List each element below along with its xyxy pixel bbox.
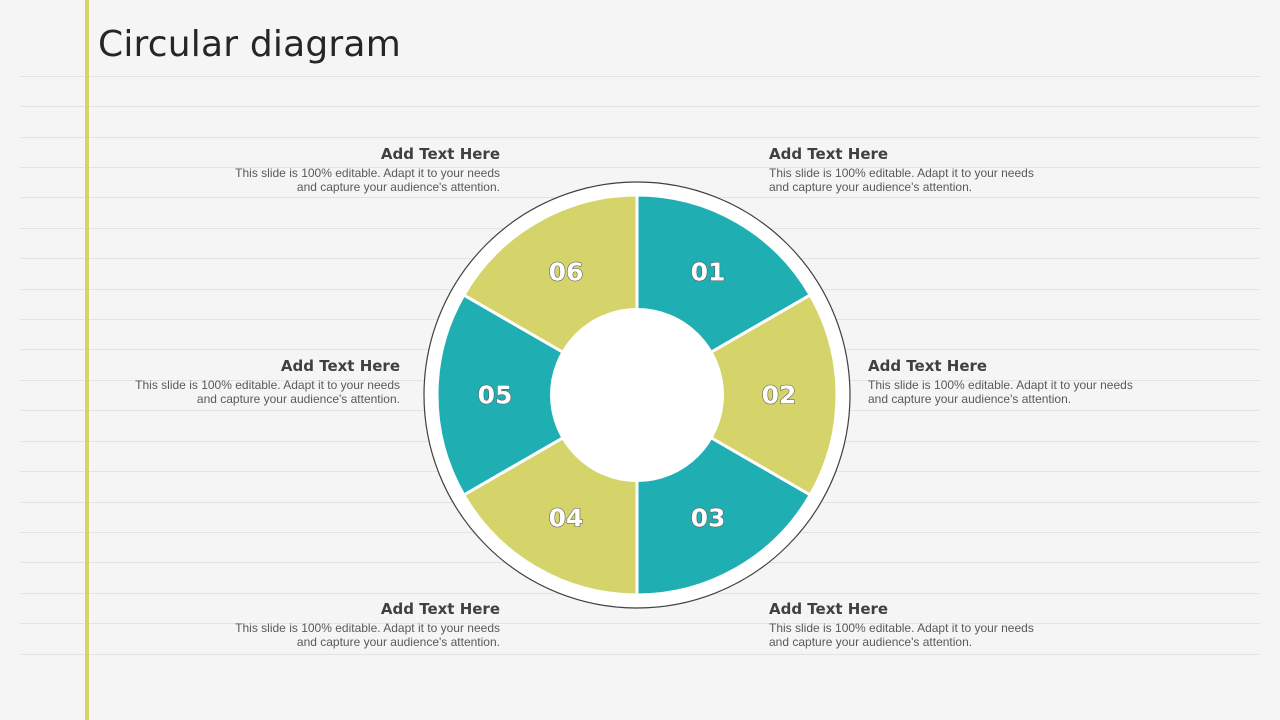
ruled-line [20, 106, 1260, 107]
text-box-line: This slide is 100% editable. Adapt it to… [135, 378, 400, 392]
segment-number-03: 03 [691, 503, 726, 532]
text-box-02: Add Text Here This slide is 100% editabl… [868, 357, 1188, 406]
text-box-05: Add Text Here This slide is 100% editabl… [80, 357, 400, 406]
text-box-heading: Add Text Here [769, 600, 889, 618]
text-box-01: Add Text Here This slide is 100% editabl… [769, 145, 1089, 194]
text-box-line: This slide is 100% editable. Adapt it to… [235, 166, 500, 180]
segment-number-02: 02 [762, 381, 797, 410]
ruled-line [20, 623, 1260, 624]
text-box-line: This slide is 100% editable. Adapt it to… [769, 621, 1034, 635]
text-box-03: Add Text Here This slide is 100% editabl… [769, 600, 1089, 649]
text-box-heading: Add Text Here [280, 357, 400, 375]
text-box-body: This slide is 100% editable. Adapt it to… [769, 621, 1089, 649]
segment-number-05: 05 [478, 381, 513, 410]
text-box-body: This slide is 100% editable. Adapt it to… [769, 166, 1089, 194]
page-title: Circular diagram [98, 24, 401, 65]
segment-number-04: 04 [549, 503, 584, 532]
text-box-line: This slide is 100% editable. Adapt it to… [868, 378, 1133, 392]
segment-number-01: 01 [691, 258, 726, 287]
text-box-line: This slide is 100% editable. Adapt it to… [769, 166, 1034, 180]
text-box-body: This slide is 100% editable. Adapt it to… [180, 166, 500, 194]
text-box-body: This slide is 100% editable. Adapt it to… [868, 378, 1188, 406]
ruled-line [20, 76, 1260, 77]
text-box-line: and capture your audience's attention. [296, 180, 500, 194]
text-box-line: This slide is 100% editable. Adapt it to… [235, 621, 500, 635]
text-box-body: This slide is 100% editable. Adapt it to… [80, 378, 400, 406]
text-box-body: This slide is 100% editable. Adapt it to… [180, 621, 500, 649]
text-box-line: and capture your audience's attention. [868, 392, 1072, 406]
text-box-heading: Add Text Here [380, 600, 500, 618]
ruled-line [20, 167, 1260, 168]
text-box-line: and capture your audience's attention. [769, 635, 973, 649]
ruled-line [20, 137, 1260, 138]
text-box-line: and capture your audience's attention. [196, 392, 400, 406]
text-box-06: Add Text Here This slide is 100% editabl… [180, 145, 500, 194]
text-box-heading: Add Text Here [769, 145, 889, 163]
text-box-line: and capture your audience's attention. [769, 180, 973, 194]
text-box-heading: Add Text Here [380, 145, 500, 163]
segment-number-06: 06 [549, 258, 584, 287]
ruled-line [20, 654, 1260, 655]
accent-bar [85, 0, 89, 720]
center-hole [550, 308, 724, 482]
text-box-04: Add Text Here This slide is 100% editabl… [180, 600, 500, 649]
text-box-heading: Add Text Here [868, 357, 988, 375]
text-box-line: and capture your audience's attention. [296, 635, 500, 649]
